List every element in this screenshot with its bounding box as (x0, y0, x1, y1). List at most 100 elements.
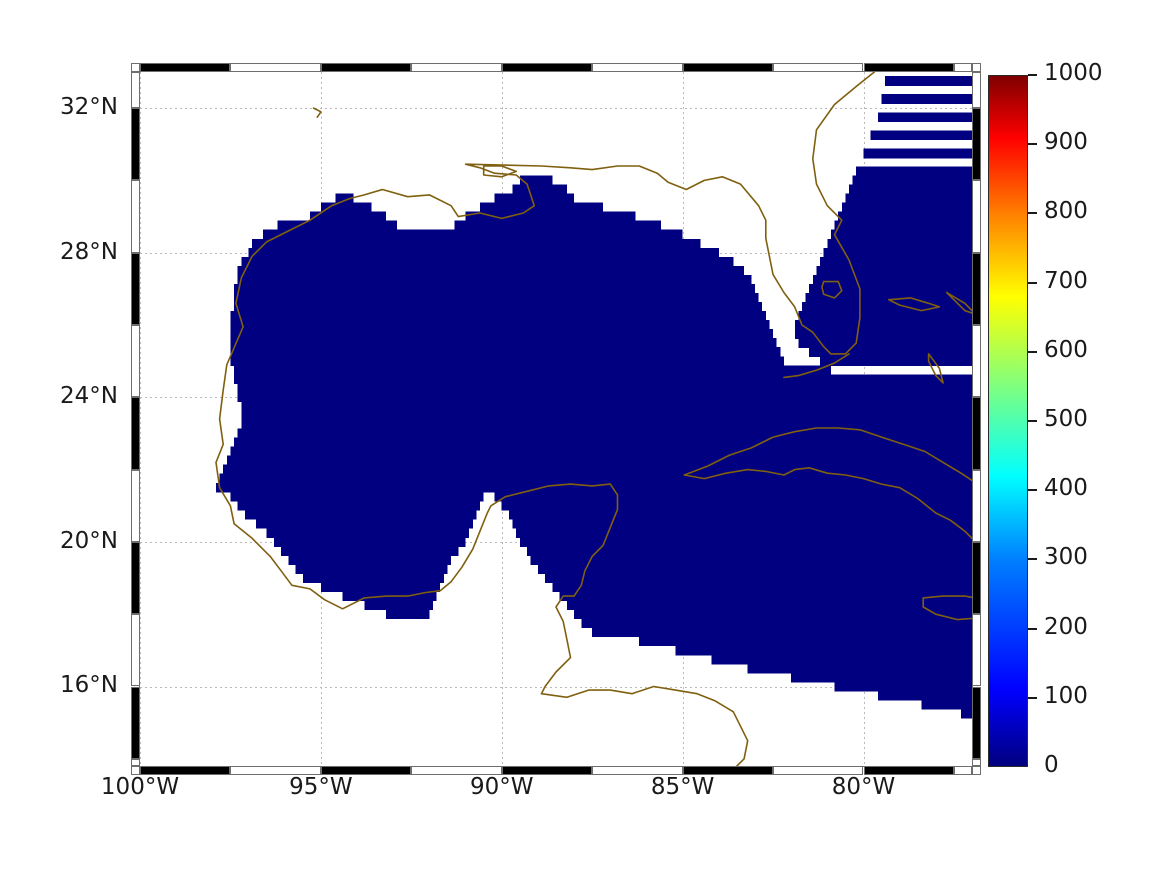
data-cell-row (230, 320, 770, 330)
colorbar[interactable] (988, 74, 1037, 767)
frame-segment-right (972, 469, 981, 542)
data-cell-row (234, 437, 972, 448)
lon-tick-label: 85°W (650, 774, 715, 800)
data-cell-row (545, 573, 972, 583)
data-cell-row (885, 76, 972, 86)
data-cell-row (827, 238, 972, 249)
data-cell-row (288, 555, 452, 565)
data-cell-row (566, 600, 972, 611)
frame-segment-right (972, 541, 981, 615)
frame-segment-right (972, 108, 981, 181)
data-cell-row (863, 148, 972, 159)
data-cell-row (805, 292, 972, 303)
frame-segment-left (131, 758, 140, 766)
data-cell-row (812, 274, 972, 285)
data-cell-row (310, 211, 386, 222)
data-cell-row (241, 419, 972, 430)
coast-cuba-south (683, 466, 972, 540)
data-cell-row (794, 329, 972, 339)
frame-segment-left (131, 469, 140, 542)
data-cell-row (798, 338, 972, 349)
frame-segment-bottom (953, 766, 972, 775)
data-cell-row (465, 211, 636, 222)
colorbar-tick-label: 700 (1044, 267, 1088, 294)
colorbar-tick-label: 400 (1044, 475, 1088, 502)
data-cell-row (241, 410, 972, 421)
data-cell-row (230, 356, 784, 367)
coast-bahamas-grand (887, 297, 941, 312)
lat-tick-label: 20°N (60, 527, 118, 554)
colorbar-tick (1028, 627, 1037, 630)
data-cell-row (512, 184, 567, 195)
frame-segment-top (320, 63, 412, 72)
colorbar-tick-label: 600 (1044, 336, 1088, 363)
coast-cuba-north (683, 427, 972, 482)
data-cell-row (830, 229, 972, 240)
lat-tick-label: 32°N (60, 94, 118, 121)
colorbar-tick (1028, 489, 1037, 492)
data-cell-row (234, 283, 755, 294)
frame-corner-bl (131, 766, 140, 775)
data-cell-row (801, 302, 972, 312)
colorbar-tick (1028, 420, 1037, 422)
lake-okeechobee (821, 280, 843, 299)
data-cell-row (845, 193, 972, 204)
data-cell-row (711, 654, 972, 665)
map-axes[interactable] (131, 63, 981, 775)
data-cell-row (234, 365, 831, 376)
coast-bahamas-abaco (945, 291, 972, 314)
frame-segment-right (972, 614, 981, 687)
data-cell-row (592, 627, 972, 638)
frame-segment-left (131, 614, 140, 687)
frame-segment-top (773, 63, 864, 72)
frame-segment-left (131, 180, 140, 253)
data-cell-row (302, 573, 444, 583)
island-bermuda-small (312, 107, 322, 119)
lat-tick-label: 16°N (60, 672, 118, 699)
data-cell-row (230, 347, 781, 358)
colorbar-tick-label: 0 (1044, 752, 1059, 778)
data-cell-row (385, 609, 430, 620)
colorbar-tick (1028, 143, 1037, 146)
data-cell-row (639, 636, 972, 647)
data-cell-row (252, 238, 701, 249)
coast-bahamas-andros (927, 353, 944, 384)
data-cell-row (266, 527, 470, 538)
data-cell-row (794, 320, 972, 330)
data-raster-layer (215, 76, 972, 719)
data-cell-row (237, 265, 745, 276)
colorbar-gradient (988, 75, 1028, 767)
data-cell-row (230, 338, 777, 349)
data-cell-row (237, 428, 972, 439)
data-cell-row (262, 229, 683, 240)
data-cell-row (226, 455, 972, 466)
coast-us-gulf (235, 72, 876, 355)
data-cell-row (841, 202, 972, 213)
frame-segment-top (230, 63, 321, 72)
colorbar-tick (1028, 74, 1037, 76)
colorbar-tick-label: 900 (1044, 129, 1088, 156)
data-cell-row (574, 609, 972, 620)
frame-segment-left (131, 72, 140, 109)
frame-segment-right (972, 325, 981, 398)
coast-mexico-east (215, 326, 619, 695)
data-cell-row (501, 500, 972, 511)
frame-segment-left (131, 325, 140, 398)
coastline-layer (215, 72, 972, 766)
frame-segment-left (131, 686, 140, 759)
data-cell-row (241, 256, 734, 267)
data-cell-row (961, 708, 972, 719)
data-cell-row (237, 274, 752, 285)
lat-tick-label: 24°N (60, 383, 118, 410)
colorbar-tick-label: 500 (1044, 406, 1088, 432)
lon-tick-label: 90°W (469, 774, 534, 800)
data-cell-row (230, 311, 766, 321)
data-cell-row (237, 392, 972, 403)
data-cell-row (870, 130, 972, 141)
data-cell-row (516, 527, 972, 538)
data-cell-row (747, 663, 972, 674)
data-cell-row (244, 509, 477, 520)
data-cell-row (809, 347, 972, 358)
data-cell-row (335, 193, 354, 204)
